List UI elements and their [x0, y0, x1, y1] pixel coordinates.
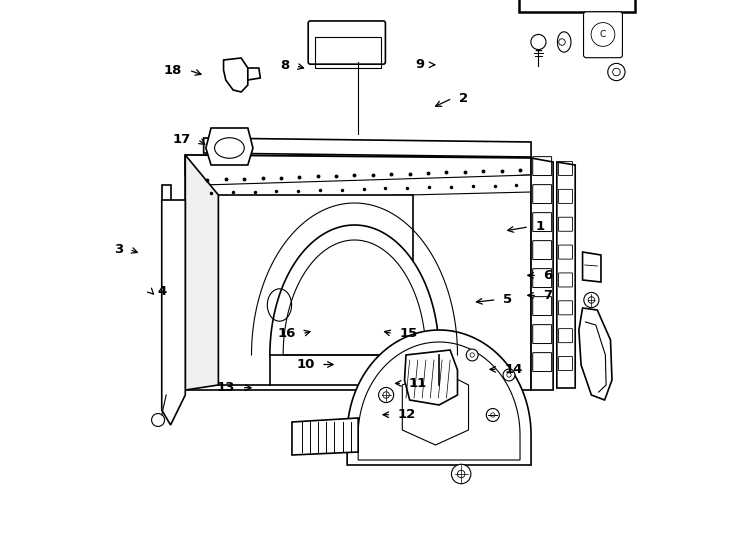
Circle shape: [503, 369, 515, 381]
Circle shape: [584, 293, 599, 308]
Text: 13: 13: [217, 381, 235, 394]
Text: C: C: [600, 30, 606, 39]
Polygon shape: [583, 313, 592, 357]
Text: 4: 4: [158, 285, 167, 298]
FancyBboxPatch shape: [584, 12, 622, 58]
Text: 6: 6: [544, 269, 553, 282]
Polygon shape: [583, 252, 601, 282]
Circle shape: [433, 364, 445, 376]
Text: 17: 17: [172, 133, 191, 146]
Polygon shape: [185, 155, 531, 390]
Text: 11: 11: [409, 377, 427, 390]
Polygon shape: [203, 175, 531, 200]
Polygon shape: [404, 350, 457, 405]
Polygon shape: [270, 225, 439, 355]
Polygon shape: [248, 68, 261, 80]
Polygon shape: [292, 418, 358, 455]
Polygon shape: [557, 162, 575, 388]
Text: 8: 8: [280, 59, 289, 72]
Polygon shape: [557, 32, 571, 52]
Polygon shape: [219, 195, 413, 385]
Polygon shape: [161, 200, 185, 425]
Circle shape: [608, 63, 625, 80]
FancyBboxPatch shape: [308, 21, 385, 64]
Text: 10: 10: [297, 358, 315, 371]
Polygon shape: [347, 330, 531, 465]
Text: 1: 1: [536, 220, 545, 233]
Polygon shape: [185, 155, 531, 185]
Circle shape: [451, 464, 471, 484]
Text: 16: 16: [277, 327, 296, 340]
Polygon shape: [203, 138, 531, 157]
FancyBboxPatch shape: [519, 0, 636, 12]
Text: 7: 7: [544, 289, 553, 302]
Circle shape: [466, 349, 478, 361]
Circle shape: [531, 35, 546, 50]
Polygon shape: [206, 128, 253, 165]
Text: 18: 18: [164, 64, 182, 77]
Text: 3: 3: [114, 243, 123, 256]
Polygon shape: [531, 158, 553, 390]
Text: 5: 5: [503, 293, 512, 306]
Text: 2: 2: [459, 92, 468, 105]
Polygon shape: [161, 185, 170, 395]
Text: 14: 14: [504, 363, 523, 376]
Polygon shape: [579, 308, 612, 400]
Text: 9: 9: [415, 58, 424, 71]
Text: 12: 12: [398, 408, 416, 421]
Circle shape: [379, 387, 393, 402]
Text: 15: 15: [399, 327, 418, 340]
Circle shape: [487, 409, 499, 422]
Circle shape: [152, 414, 164, 427]
Polygon shape: [185, 155, 219, 390]
Polygon shape: [224, 58, 248, 92]
